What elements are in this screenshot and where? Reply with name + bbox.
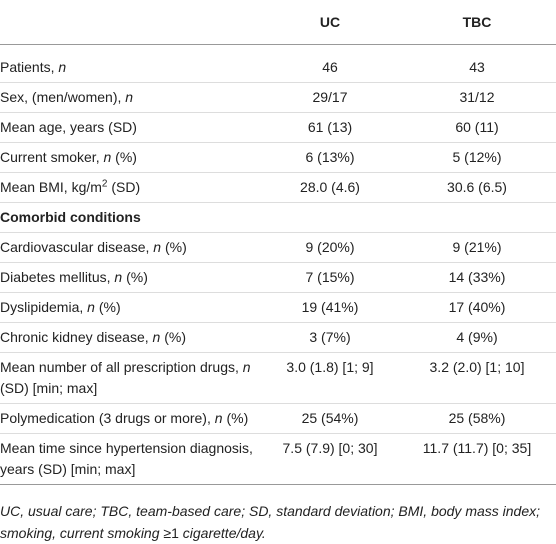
- cell: 9 (21%): [398, 232, 556, 263]
- cell: 29/17: [262, 82, 398, 113]
- text-run: (%): [160, 329, 186, 345]
- table-row: Sex, (men/women), n 29/17 31/12: [0, 82, 556, 113]
- cell: 46: [262, 44, 398, 83]
- row-label: Mean BMI, kg/m2 (SD): [0, 172, 262, 203]
- row-label: Current smoker, n (%): [0, 142, 262, 173]
- text-run: Patients,: [0, 59, 59, 75]
- text-run: Mean time since hypertension diagnosis, …: [0, 440, 253, 477]
- text-run: n: [87, 299, 95, 315]
- text-run: Mean age, years (SD): [0, 119, 137, 135]
- cell: 3.0 (1.8) [1; 9]: [262, 352, 398, 404]
- table-row: Current smoker, n (%) 6 (13%) 5 (12%): [0, 142, 556, 173]
- footnote: UC, usual care; TBC, team-based care; SD…: [0, 485, 552, 544]
- row-label: Patients, n: [0, 44, 262, 83]
- text-run: Sex, (men/women),: [0, 89, 126, 105]
- text-run: (%): [94, 299, 121, 315]
- table-row: Patients, n 46 43: [0, 44, 556, 83]
- text-run: n: [125, 89, 134, 105]
- text-run: Current smoker,: [0, 149, 104, 165]
- cell: 6 (13%): [262, 142, 398, 173]
- row-label: Sex, (men/women), n: [0, 82, 262, 113]
- cell: 3 (7%): [262, 322, 398, 353]
- text-run: (SD): [107, 179, 141, 195]
- cell: 19 (41%): [262, 292, 398, 323]
- text-run: (%): [161, 239, 187, 255]
- table-row: Mean BMI, kg/m2 (SD) 28.0 (4.6) 30.6 (6.5): [0, 172, 556, 203]
- table-row: Diabetes mellitus, n (%) 7 (15%) 14 (33%): [0, 262, 556, 293]
- cell: 61 (13): [262, 112, 398, 143]
- text-run: Comorbid conditions: [0, 209, 141, 225]
- cell: 31/12: [398, 82, 556, 113]
- table-row: Mean time since hypertension diagnosis, …: [0, 433, 556, 485]
- text-run: n: [58, 59, 67, 75]
- cell: 43: [398, 44, 556, 83]
- cell: 3.2 (2.0) [1; 10]: [398, 352, 556, 404]
- cell: 17 (40%): [398, 292, 556, 323]
- text-run: ≥1: [163, 525, 179, 541]
- cell: 5 (12%): [398, 142, 556, 173]
- text-run: (%): [222, 410, 249, 426]
- cell: 4 (9%): [398, 322, 556, 353]
- text-run: n: [152, 329, 161, 345]
- text-run: (%): [122, 269, 148, 285]
- text-run: (SD) [min; max]: [0, 380, 98, 396]
- cell: 9 (20%): [262, 232, 398, 263]
- text-run: n: [114, 269, 123, 285]
- table-row: Cardiovascular disease, n (%) 9 (20%) 9 (2…: [0, 232, 556, 263]
- text-run: 2: [101, 178, 108, 190]
- header-row: UC TBC: [0, 0, 556, 45]
- table-row: Mean number of all prescription drugs, n…: [0, 352, 556, 404]
- cell: 60 (11): [398, 112, 556, 143]
- text-run: Cardiovascular disease,: [0, 239, 154, 255]
- text-run: Chronic kidney disease,: [0, 329, 153, 345]
- text-run: Polymedication (3 drugs or more),: [0, 410, 215, 426]
- text-run: (%): [111, 149, 137, 165]
- text-run: Diabetes mellitus,: [0, 269, 115, 285]
- row-label: Comorbid conditions: [0, 202, 262, 233]
- cell: [262, 202, 398, 233]
- cell: 30.6 (6.5): [398, 172, 556, 203]
- row-label: Chronic kidney disease, n (%): [0, 322, 262, 353]
- cell: 7.5 (7.9) [0; 30]: [262, 433, 398, 485]
- text-run: n: [103, 149, 112, 165]
- cell: 28.0 (4.6): [262, 172, 398, 203]
- text-run: cigarette/day.: [178, 525, 266, 541]
- text-run: n: [214, 410, 223, 426]
- table-row: Comorbid conditions: [0, 202, 556, 233]
- row-label: Mean time since hypertension diagnosis, …: [0, 433, 262, 485]
- text-run: Mean BMI, kg/m: [0, 179, 102, 195]
- text-run: n: [242, 359, 251, 375]
- cell: [398, 202, 556, 233]
- row-label: Polymedication (3 drugs or more), n (%): [0, 403, 262, 434]
- row-label: Dyslipidemia, n (%): [0, 292, 262, 323]
- table-row: Mean age, years (SD) 61 (13) 60 (11): [0, 112, 556, 143]
- text-run: Mean number of all prescription drugs,: [0, 359, 243, 375]
- cell: 25 (54%): [262, 403, 398, 434]
- table-row: Polymedication (3 drugs or more), n (%) 2…: [0, 403, 556, 434]
- cell: 7 (15%): [262, 262, 398, 293]
- cell: 11.7 (11.7) [0; 35]: [398, 433, 556, 485]
- cell: 14 (33%): [398, 262, 556, 293]
- row-label: Diabetes mellitus, n (%): [0, 262, 262, 293]
- row-label: Mean number of all prescription drugs, n…: [0, 352, 262, 404]
- column-header: TBC: [398, 0, 556, 45]
- column-header: UC: [262, 0, 398, 45]
- row-label: Cardiovascular disease, n (%): [0, 232, 262, 263]
- text-run: n: [153, 239, 162, 255]
- cell: 25 (58%): [398, 403, 556, 434]
- header-cell: [0, 0, 262, 45]
- row-label: Mean age, years (SD): [0, 112, 262, 143]
- table-row: Chronic kidney disease, n (%) 3 (7%) 4 (9%…: [0, 322, 556, 353]
- table-row: Dyslipidemia, n (%) 19 (41%) 17 (40%): [0, 292, 556, 323]
- text-run: UC, usual care; TBC, team-based care; SD…: [0, 503, 541, 541]
- data-table: UC TBC Patients, n 46 43 Sex, (men/women), n…: [0, 0, 556, 485]
- text-run: Dyslipidemia,: [0, 299, 88, 315]
